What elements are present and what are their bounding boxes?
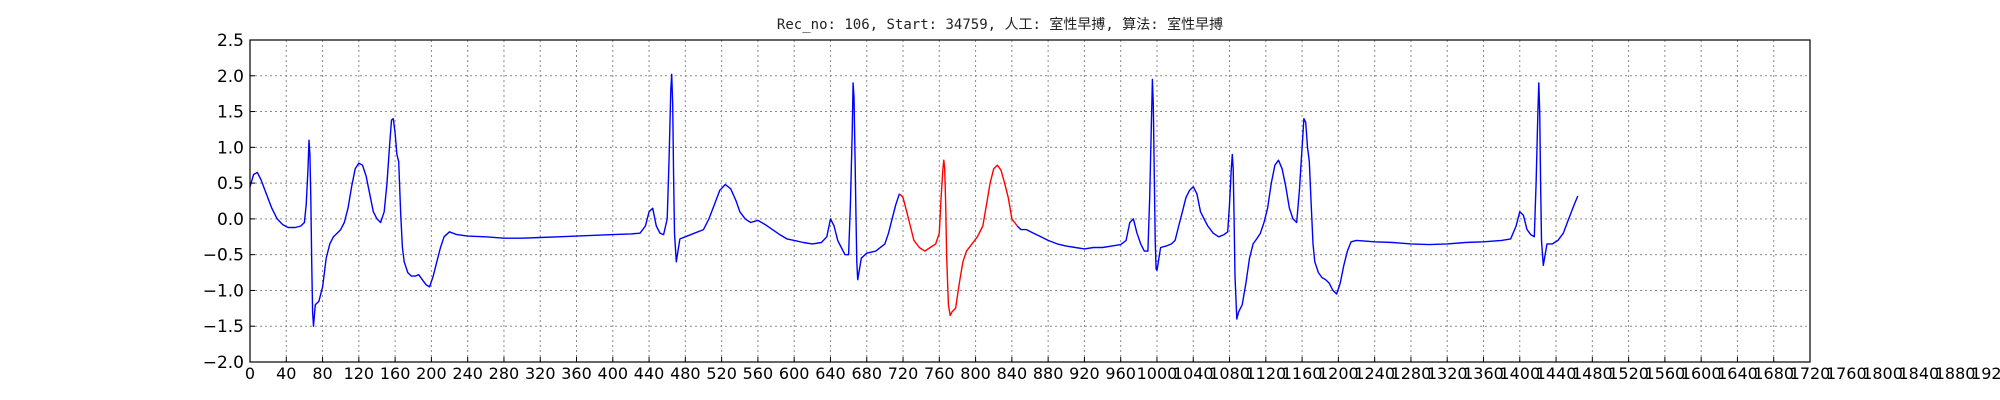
x-tick-label: 600: [779, 364, 810, 383]
x-tick-label: 1400: [1499, 364, 1540, 383]
y-tick-label: 2.0: [217, 67, 244, 87]
y-tick-label: 2.5: [217, 31, 244, 51]
x-tick-label: 1280: [1391, 364, 1432, 383]
x-tick-label: 1320: [1427, 364, 1468, 383]
x-tick-label: 880: [1033, 364, 1064, 383]
x-axis-ticks: 0 40 80 120 160 200 240 280 320 360 400 440 480 520 56…: [245, 357, 2000, 383]
x-tick-label: 360: [561, 364, 592, 383]
grid-lines: [250, 39, 1810, 363]
ecg-trace-segment: [1016, 78, 1579, 320]
x-tick-label: 1040: [1173, 364, 1214, 383]
x-tick-label: 80: [312, 364, 332, 383]
x-tick-label: 1880: [1935, 364, 1976, 383]
x-tick-label: 520: [706, 364, 737, 383]
x-tick-label: 1680: [1753, 364, 1794, 383]
chart-title: Rec_no: 106, Start: 34759, 人工: 室性早搏, 算法:…: [777, 16, 1223, 33]
x-tick-label: 640: [815, 364, 846, 383]
x-tick-label: 1160: [1282, 364, 1323, 383]
x-tick-label: 0: [245, 364, 255, 383]
x-tick-label: 840: [997, 364, 1028, 383]
x-tick-label: 800: [960, 364, 991, 383]
x-tick-label: 560: [743, 364, 774, 383]
x-tick-label: 1640: [1717, 364, 1758, 383]
x-tick-label: 480: [670, 364, 701, 383]
x-tick-label: 440: [634, 364, 665, 383]
x-tick-label: 1520: [1608, 364, 1649, 383]
x-tick-label: 40: [276, 364, 296, 383]
ecg-series: [249, 73, 1579, 327]
x-tick-label: 1600: [1681, 364, 1722, 383]
x-tick-label: 280: [489, 364, 520, 383]
x-tick-label: 1240: [1354, 364, 1395, 383]
y-tick-label: 0.0: [217, 210, 244, 230]
x-tick-label: 200: [416, 364, 447, 383]
x-tick-label: 1800: [1862, 364, 1903, 383]
y-tick-label: −1.0: [203, 281, 244, 301]
x-tick-label: 1080: [1209, 364, 1250, 383]
x-tick-label: 1720: [1790, 364, 1831, 383]
ecg-highlight-segment: [898, 159, 1018, 317]
x-tick-label: 160: [380, 364, 411, 383]
x-tick-label: 1760: [1826, 364, 1867, 383]
x-tick-label: 1840: [1898, 364, 1939, 383]
x-tick-label: 1920: [1971, 364, 2000, 383]
y-tick-label: 1.5: [217, 103, 244, 123]
y-tick-label: −1.5: [203, 317, 244, 337]
x-tick-label: 1000: [1137, 364, 1178, 383]
x-tick-label: 920: [1069, 364, 1100, 383]
x-tick-label: 1200: [1318, 364, 1359, 383]
y-axis-ticks: −2.0 −1.5 −1.0 −0.5 0.0 0.5 1.0 1.5 2.0 2.5: [203, 31, 255, 373]
x-tick-label: 240: [452, 364, 483, 383]
x-tick-label: 1560: [1645, 364, 1686, 383]
x-tick-label: 760: [924, 364, 955, 383]
y-tick-label: 1.0: [217, 138, 244, 158]
x-tick-label: 320: [525, 364, 556, 383]
x-tick-label: 960: [1105, 364, 1136, 383]
y-tick-label: 0.5: [217, 174, 244, 194]
y-tick-label: −2.0: [203, 353, 244, 373]
x-tick-label: 1120: [1245, 364, 1286, 383]
x-tick-label: 1480: [1572, 364, 1613, 383]
ecg-trace-segment: [249, 73, 901, 327]
x-tick-label: 720: [888, 364, 919, 383]
y-tick-label: −0.5: [203, 246, 244, 266]
x-tick-label: 400: [598, 364, 629, 383]
x-tick-label: 1360: [1463, 364, 1504, 383]
x-tick-label: 1440: [1536, 364, 1577, 383]
x-tick-label: 680: [851, 364, 882, 383]
x-tick-label: 120: [344, 364, 375, 383]
plot-area-frame: [249, 39, 1811, 363]
